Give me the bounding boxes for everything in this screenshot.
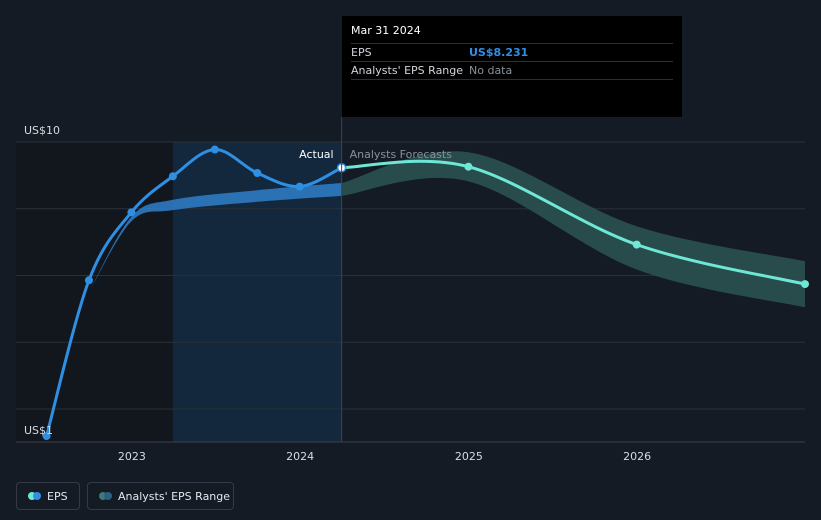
tooltip-eps-value: US$8.231: [469, 46, 529, 59]
eps-actual-point: [168, 172, 177, 181]
y-tick-label-bottom: US$1: [24, 424, 53, 437]
legend-eps-button[interactable]: EPS: [16, 482, 80, 510]
legend-eps-label: EPS: [47, 489, 68, 503]
eps-forecast-point: [632, 240, 641, 249]
eps-actual-point: [42, 432, 51, 440]
x-tick-label: 2025: [455, 450, 483, 463]
eps-forecast-range-band: [341, 151, 805, 308]
eps-range-band: [88, 183, 342, 293]
tooltip-eps-label: EPS: [351, 46, 372, 59]
eps-forecast-point: [464, 162, 473, 171]
range-legend-icon: [99, 492, 112, 500]
eps-data-points: [42, 145, 809, 440]
x-tick-labels: 2023 2024 2025 2026: [118, 450, 651, 463]
eps-forecast-line: [341, 159, 806, 286]
legend-range-button[interactable]: Analysts' EPS Range: [87, 482, 234, 510]
tooltip-range-value: No data: [469, 64, 513, 77]
x-tick-label: 2024: [286, 450, 314, 463]
eps-actual-point: [127, 208, 136, 217]
y-tick-label-top: US$10: [24, 124, 60, 137]
legend-range-label: Analysts' EPS Range: [118, 489, 231, 503]
past-region-shade: [16, 142, 173, 442]
x-tick-label: 2026: [623, 450, 651, 463]
eps-actual-point: [210, 145, 219, 154]
eps-actual-point: [295, 182, 304, 191]
eps-actual-point: [253, 168, 262, 177]
tooltip-date: Mar 31 2024: [351, 24, 421, 37]
forecast-label: Analysts Forecasts: [350, 148, 453, 161]
actual-label: Actual: [299, 148, 333, 161]
x-tick-label: 2023: [118, 450, 146, 463]
eps-legend-icon: [28, 492, 41, 500]
tooltip-range-row: Analysts' EPS Range No data: [351, 61, 673, 80]
tooltip: Mar 31 2024 EPS US$8.231 Analysts' EPS R…: [342, 16, 682, 117]
tooltip-eps-row: EPS US$8.231: [351, 43, 673, 61]
eps-forecast-point: [801, 280, 809, 289]
eps-actual-point: [84, 276, 93, 285]
tooltip-range-label: Analysts' EPS Range: [351, 64, 464, 77]
